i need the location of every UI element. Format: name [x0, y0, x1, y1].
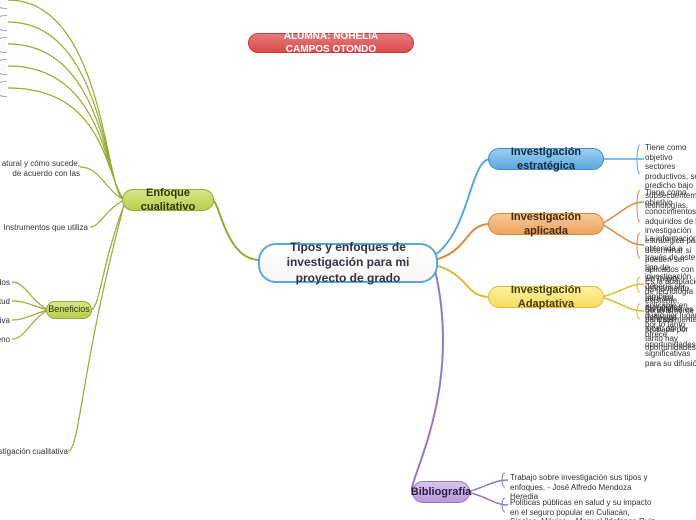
leaf-line: atural y cómo sucede,	[2, 159, 80, 168]
leaf-b4: eno	[0, 335, 10, 345]
leaf-instrumentos: Instrumentos que utiliza	[0, 223, 88, 233]
leaf-text: atural y cómo sucede, de acuerdo con las	[0, 159, 80, 178]
branch-beneficios[interactable]: Beneficios	[46, 301, 92, 319]
central-topic[interactable]: Tipos y enfoques de investigación para m…	[258, 243, 438, 283]
beneficios-label: Beneficios	[48, 304, 90, 316]
leaf-b2: tud	[0, 297, 10, 307]
leaf-b3: tiva	[0, 316, 10, 326]
branch-label: Investigación aplicada	[501, 210, 591, 239]
branch-label: Investigación estratégica	[501, 145, 591, 174]
stub-node	[0, 59, 7, 75]
leaf-b1: dos	[0, 278, 10, 288]
stub-node	[0, 15, 7, 31]
branch-label: Enfoque cualitativo	[135, 186, 201, 215]
branch-label: Bibliografía	[411, 485, 472, 499]
branch-label: Investigación Adaptativa	[501, 283, 591, 312]
branch-bibliografia[interactable]: Bibliografía	[412, 481, 470, 503]
leaf-line: de acuerdo con las	[12, 169, 80, 178]
author-badge: ALUMNA: NOHELIA CAMPOS OTONDO	[248, 33, 414, 53]
branch-inv-estrategica[interactable]: Investigación estratégica	[488, 148, 604, 170]
stub-node	[0, 81, 7, 97]
branch-enfoque-cualitativo[interactable]: Enfoque cualitativo	[122, 189, 214, 211]
stub-node	[0, 37, 7, 53]
stub-node	[0, 0, 7, 9]
central-topic-label: Tipos y enfoques de investigación para m…	[272, 240, 424, 287]
branch-inv-aplicada[interactable]: Investigación aplicada	[488, 213, 604, 235]
author-text: ALUMNA: NOHELIA CAMPOS OTONDO	[261, 30, 401, 56]
branch-inv-adaptativa[interactable]: Investigación Adaptativa	[488, 286, 604, 308]
leaf-bib-b: Políticas públicas en salud y su impacto…	[510, 498, 660, 520]
leaf-inv-cualitativa: investigación cualitativa	[0, 447, 68, 457]
leaf-r3b: Su utilidad es principalmente local, por…	[645, 305, 696, 353]
